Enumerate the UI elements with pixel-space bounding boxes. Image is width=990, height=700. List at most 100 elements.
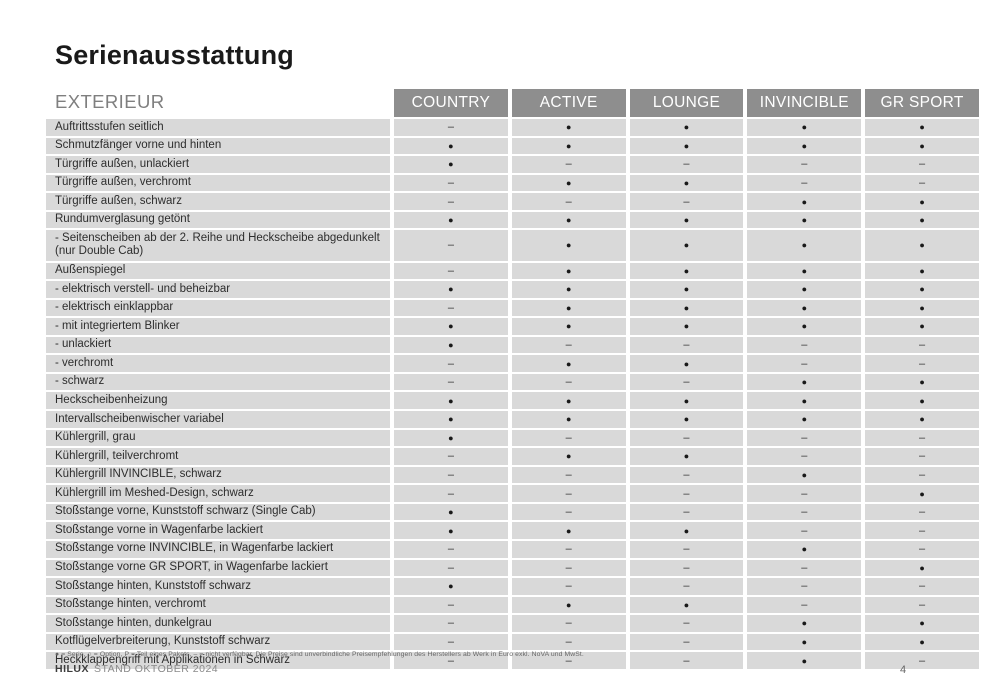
availability-dot: ● bbox=[629, 262, 744, 280]
feature-label: Kühlergrill, teilverchromt bbox=[46, 448, 390, 465]
feature-label: - elektrisch verstell- und beheizbar bbox=[46, 281, 390, 298]
availability-dash: – bbox=[394, 373, 508, 391]
feature-label: Stoßstange hinten, verchromt bbox=[46, 596, 390, 614]
availability-dash: – bbox=[865, 355, 979, 372]
column-header: ACTIVE bbox=[511, 89, 626, 117]
availability-dash: – bbox=[511, 559, 626, 577]
availability-dot: ● bbox=[511, 262, 626, 280]
table-row: Kühlergrill INVINCIBLE, schwarz – – – ● – bbox=[46, 466, 979, 484]
availability-dot: ● bbox=[629, 174, 744, 192]
feature-label: Stoßstange vorne in Wagenfarbe lackiert bbox=[46, 522, 390, 539]
availability-dot: ● bbox=[394, 318, 508, 335]
availability-dash: – bbox=[394, 448, 508, 465]
feature-label: Intervallscheibenwischer variabel bbox=[46, 411, 390, 428]
availability-dot: ● bbox=[747, 193, 862, 210]
availability-dot: ● bbox=[865, 230, 979, 261]
availability-dash: – bbox=[865, 156, 979, 173]
availability-dash: – bbox=[865, 578, 979, 595]
table-row: - elektrisch einklappbar – ● ● ● ● bbox=[46, 299, 979, 317]
availability-dash: – bbox=[394, 355, 508, 372]
availability-dash: – bbox=[511, 156, 626, 173]
availability-dot: ● bbox=[865, 119, 979, 136]
availability-dash: – bbox=[865, 336, 979, 354]
availability-dash: – bbox=[511, 429, 626, 447]
availability-dot: ● bbox=[511, 596, 626, 614]
feature-label: Türgriffe außen, schwarz bbox=[46, 193, 390, 210]
column-header: COUNTRY bbox=[394, 89, 508, 117]
table-row: Stoßstange hinten, verchromt – ● ● – – bbox=[46, 596, 979, 614]
table-row: Türgriffe außen, schwarz – – – ● ● bbox=[46, 193, 979, 210]
table-row: - elektrisch verstell- und beheizbar ● ● ● ●… bbox=[46, 281, 979, 298]
availability-dash: – bbox=[747, 485, 862, 502]
availability-dot: ● bbox=[394, 392, 508, 409]
availability-dash: – bbox=[394, 559, 508, 577]
availability-dot: ● bbox=[511, 230, 626, 261]
availability-dash: – bbox=[629, 559, 744, 577]
table-row: Rundumverglasung getönt ● ● ● ● ● bbox=[46, 211, 979, 229]
availability-dot: ● bbox=[394, 429, 508, 447]
table-row: Kühlergrill, teilverchromt – ● ● – – bbox=[46, 448, 979, 465]
availability-dash: – bbox=[394, 466, 508, 484]
availability-dash: – bbox=[394, 119, 508, 136]
equipment-table: EXTERIEUR COUNTRY ACTIVE LOUNGE INVINCIBLE G… bbox=[46, 89, 979, 669]
availability-dash: – bbox=[511, 485, 626, 502]
table-row: Stoßstange vorne in Wagenfarbe lackiert ●… bbox=[46, 522, 979, 539]
availability-dash: – bbox=[747, 503, 862, 521]
table-row: Stoßstange vorne GR SPORT, in Wagenfarbe… bbox=[46, 559, 979, 577]
table-row: Schmutzfänger vorne und hinten ● ● ● ● ● bbox=[46, 137, 979, 155]
table-row: Intervallscheibenwischer variabel ● ● ● ● ● bbox=[46, 411, 979, 428]
availability-dash: – bbox=[747, 429, 862, 447]
availability-dot: ● bbox=[394, 411, 508, 428]
availability-dot: ● bbox=[747, 466, 862, 484]
availability-dot: ● bbox=[865, 615, 979, 632]
availability-dot: ● bbox=[629, 596, 744, 614]
availability-dash: – bbox=[629, 633, 744, 651]
feature-label: Stoßstange vorne, Kunststoff schwarz (Si… bbox=[46, 503, 390, 521]
availability-dot: ● bbox=[511, 299, 626, 317]
feature-label: Außenspiegel bbox=[46, 262, 390, 280]
availability-dot: ● bbox=[629, 522, 744, 539]
availability-dash: – bbox=[511, 336, 626, 354]
feature-label: Kühlergrill, grau bbox=[46, 429, 390, 447]
table-row: - mit integriertem Blinker ● ● ● ● ● bbox=[46, 318, 979, 335]
availability-dot: ● bbox=[394, 137, 508, 155]
availability-dash: – bbox=[747, 336, 862, 354]
availability-dot: ● bbox=[629, 355, 744, 372]
availability-dash: – bbox=[747, 174, 862, 192]
feature-label: Kotflügelverbreiterung, Kunststoff schwa… bbox=[46, 633, 390, 651]
feature-label: Stoßstange hinten, Kunststoff schwarz bbox=[46, 578, 390, 595]
table-row: Auftrittsstufen seitlich – ● ● ● ● bbox=[46, 119, 979, 136]
page-title: Serienausstattung bbox=[55, 40, 294, 70]
availability-dot: ● bbox=[511, 522, 626, 539]
availability-dash: – bbox=[394, 540, 508, 558]
availability-dot: ● bbox=[629, 230, 744, 261]
availability-dot: ● bbox=[865, 559, 979, 577]
column-header: LOUNGE bbox=[629, 89, 744, 117]
table-body: Auftrittsstufen seitlich – ● ● ● ● Schmutzfäng… bbox=[46, 119, 979, 669]
availability-dash: – bbox=[629, 578, 744, 595]
availability-dash: – bbox=[394, 262, 508, 280]
availability-dash: – bbox=[394, 596, 508, 614]
availability-dot: ● bbox=[747, 392, 862, 409]
availability-dot: ● bbox=[629, 299, 744, 317]
page-footer: ● = Serie, ○ = Option, P = Teil eines Pa… bbox=[55, 651, 955, 676]
table-row: Stoßstange hinten, dunkelgrau – – – ● ● bbox=[46, 615, 979, 632]
table-row: Stoßstange hinten, Kunststoff schwarz ● – –… bbox=[46, 578, 979, 595]
footer-model-line: HILUX STAND OKTOBER 2024 bbox=[55, 663, 955, 675]
feature-label: - Seitenscheiben ab der 2. Reihe und Hec… bbox=[46, 230, 390, 261]
legend-footnote: ● = Serie, ○ = Option, P = Teil eines Pa… bbox=[55, 651, 584, 658]
availability-dot: ● bbox=[747, 230, 862, 261]
feature-label: Kühlergrill INVINCIBLE, schwarz bbox=[46, 466, 390, 484]
table-row: Heckklappengriff mit Applikationen in Sc… bbox=[46, 652, 979, 669]
availability-dash: – bbox=[511, 373, 626, 391]
availability-dash: – bbox=[747, 355, 862, 372]
availability-dash: – bbox=[629, 193, 744, 210]
availability-dash: – bbox=[865, 429, 979, 447]
availability-dot: ● bbox=[394, 211, 508, 229]
availability-dot: ● bbox=[629, 119, 744, 136]
availability-dot: ● bbox=[865, 411, 979, 428]
availability-dot: ● bbox=[865, 299, 979, 317]
availability-dash: – bbox=[511, 503, 626, 521]
availability-dash: – bbox=[511, 578, 626, 595]
